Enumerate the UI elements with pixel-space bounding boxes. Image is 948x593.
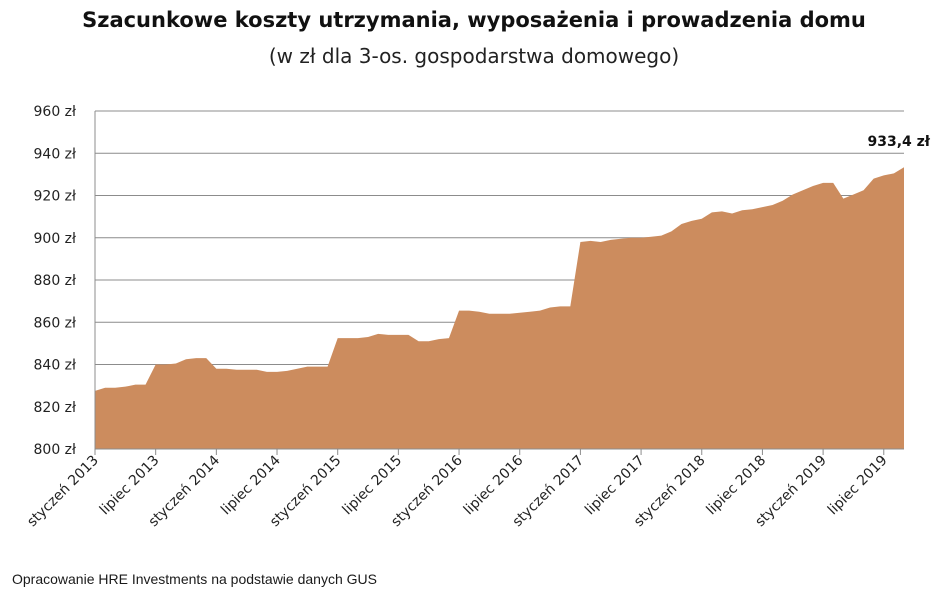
x-tick-label: lipiec 2018 [704, 453, 770, 519]
x-tick-label: lipiec 2017 [582, 453, 648, 519]
x-tick-label: styczeń 2013 [24, 453, 102, 531]
area-series [95, 167, 904, 449]
y-tick-label: 840 zł [34, 358, 77, 374]
y-tick-label: 940 zł [34, 146, 77, 162]
y-tick-label: 960 zł [34, 104, 77, 120]
x-tick-label: lipiec 2019 [825, 453, 891, 519]
y-tick-label: 920 zł [34, 189, 77, 205]
y-tick-label: 800 zł [34, 442, 77, 458]
x-tick-label: lipiec 2014 [218, 452, 284, 518]
x-tick-label: lipiec 2013 [97, 453, 163, 519]
area-fill [95, 167, 904, 449]
source-note: Opracowanie HRE Investments na podstawie… [12, 571, 377, 587]
chart-subtitle: (w zł dla 3-os. gospodarstwa domowego) [268, 44, 680, 68]
x-tick-label: lipiec 2016 [461, 452, 527, 518]
end-value-label: 933,4 zł [867, 134, 930, 150]
y-tick-label: 860 zł [34, 315, 77, 331]
y-tick-labels: 800 zł 820 zł 840 zł 860 zł 880 zł 900 zł 920 … [34, 104, 77, 458]
x-tick-label: lipiec 2015 [339, 453, 405, 519]
y-tick-label: 900 zł [34, 231, 77, 247]
y-tick-label: 820 zł [34, 400, 77, 416]
axes [94, 111, 904, 455]
y-tick-label: 880 zł [34, 273, 77, 289]
chart-title: Szacunkowe koszty utrzymania, wyposażeni… [82, 8, 866, 32]
